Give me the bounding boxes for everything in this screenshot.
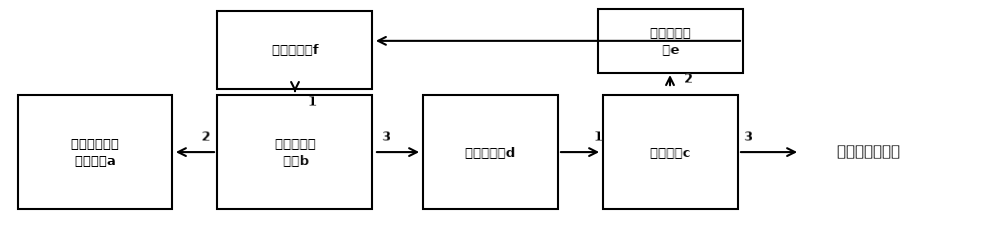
Bar: [18, 95, 172, 209]
Bar: [422, 95, 558, 209]
Bar: [598, 9, 742, 73]
Bar: [602, 95, 738, 209]
Bar: [217, 11, 372, 89]
Bar: [217, 95, 372, 209]
